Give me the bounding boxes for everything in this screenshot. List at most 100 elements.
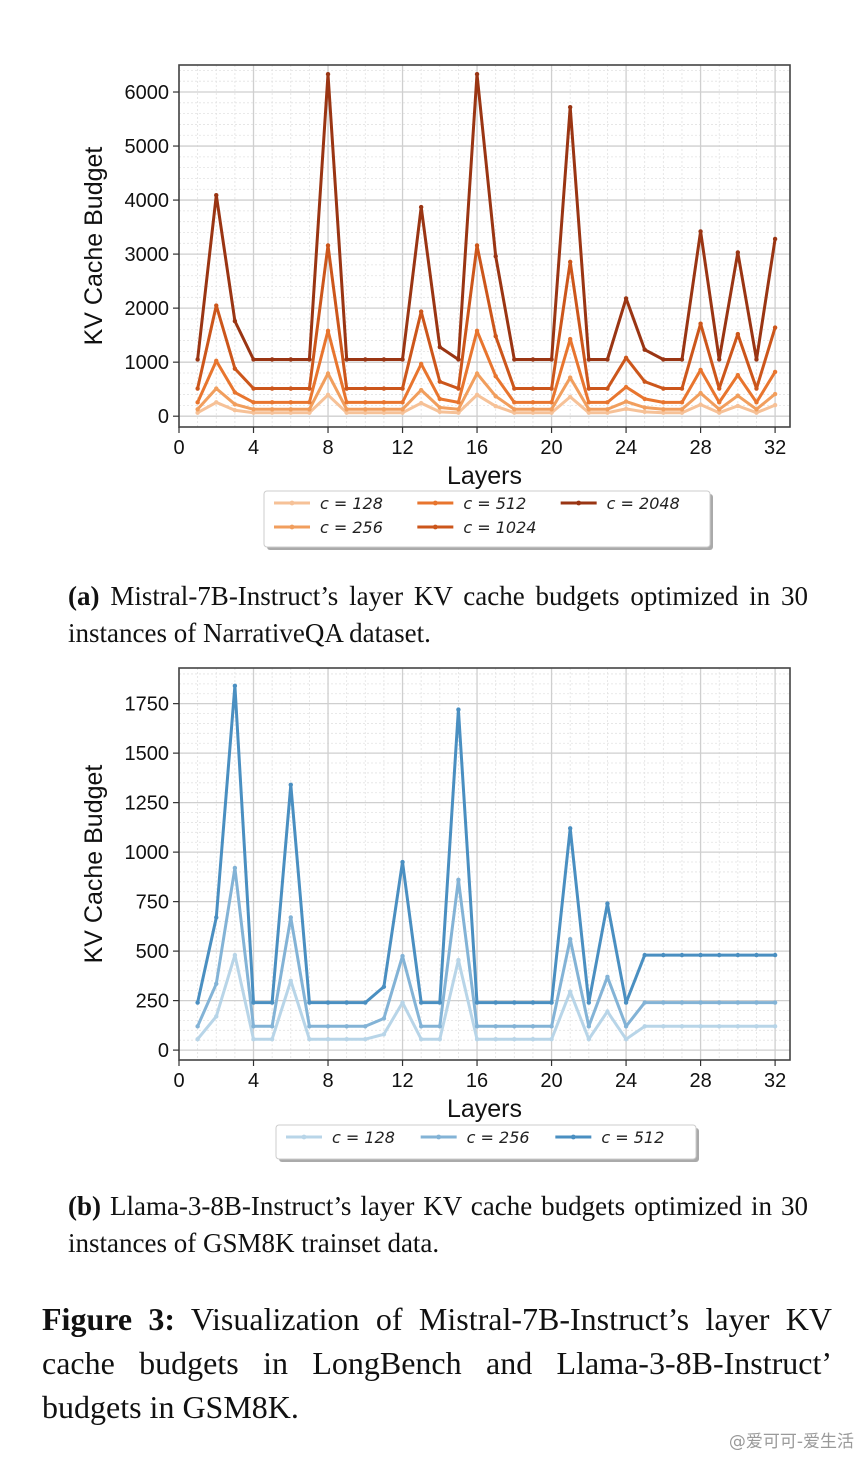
data-point — [214, 193, 219, 198]
data-point — [381, 1032, 387, 1037]
data-point — [400, 357, 405, 362]
data-point — [325, 1037, 331, 1042]
data-point — [754, 357, 759, 362]
series-3 — [195, 683, 778, 1005]
series-line — [196, 684, 776, 1005]
data-point — [642, 347, 647, 352]
data-point — [214, 358, 219, 364]
data-point — [735, 952, 741, 958]
data-point — [698, 321, 703, 326]
series-line — [196, 72, 777, 361]
data-point — [474, 71, 480, 77]
data-point — [214, 386, 219, 391]
series-4 — [195, 243, 778, 391]
data-point — [679, 357, 685, 362]
data-point — [754, 1000, 759, 1005]
y-tick-label: 6000 — [125, 82, 170, 104]
x-tick-label: 28 — [689, 1070, 711, 1092]
data-point — [418, 204, 424, 210]
data-point — [344, 1000, 349, 1005]
data-point — [586, 357, 592, 362]
data-point — [642, 405, 647, 410]
y-axis-label: KV Cache Budget — [80, 147, 108, 346]
data-point — [474, 392, 480, 398]
data-point — [363, 357, 368, 362]
data-point — [586, 386, 592, 391]
y-ticks: 0 1000 2000 3000 4000 5000 6000 — [125, 82, 179, 428]
data-point — [474, 371, 480, 376]
data-point — [307, 407, 312, 412]
data-point — [456, 357, 461, 362]
legend-box — [275, 1124, 697, 1160]
data-point — [325, 371, 331, 376]
data-point — [381, 1016, 387, 1021]
data-point — [307, 400, 312, 405]
data-point — [698, 367, 703, 373]
data-point — [512, 400, 517, 405]
data-point — [530, 386, 536, 391]
data-point — [698, 229, 703, 234]
data-point — [605, 357, 610, 362]
data-point — [400, 400, 405, 405]
plot-frame — [178, 64, 791, 428]
data-point — [381, 386, 387, 391]
data-point — [549, 357, 554, 362]
data-point — [251, 1024, 256, 1029]
data-point — [456, 400, 461, 405]
data-point — [251, 407, 256, 412]
data-point — [530, 357, 536, 362]
data-point — [735, 331, 741, 337]
data-point — [772, 1000, 778, 1005]
x-tick-label: 24 — [615, 1070, 637, 1092]
figure-caption-text: Visualization of Mistral-7B-Instruct’s l… — [42, 1301, 833, 1425]
y-tick-label: 2000 — [125, 298, 170, 320]
data-point — [493, 1000, 498, 1005]
data-point — [661, 1000, 666, 1005]
data-point — [195, 400, 200, 405]
series-line — [196, 244, 777, 390]
caption-a: (a) Mistral-7B-Instruct’s layer KV cache… — [68, 578, 808, 652]
data-point — [549, 400, 554, 405]
data-point — [698, 402, 703, 407]
data-point — [269, 1037, 275, 1042]
data-point — [214, 915, 219, 920]
data-point — [437, 344, 442, 350]
data-point — [661, 400, 666, 405]
data-point — [288, 357, 293, 362]
data-point — [735, 372, 741, 378]
legend-item: c = 256 — [420, 1128, 530, 1147]
data-point — [418, 1024, 424, 1029]
x-tick-label: 16 — [466, 1070, 488, 1092]
data-point — [549, 407, 554, 412]
data-point — [586, 1037, 592, 1042]
data-point — [586, 407, 592, 412]
x-tick-label: 20 — [540, 1070, 562, 1092]
data-point — [772, 402, 778, 408]
series-line — [196, 329, 777, 404]
legend-label: c = 128 — [320, 494, 383, 513]
data-point — [456, 386, 461, 391]
data-point — [661, 410, 666, 415]
data-point — [530, 1000, 536, 1005]
legend-item: c = 128 — [274, 494, 383, 513]
data-point — [251, 410, 256, 415]
data-point — [717, 407, 722, 412]
data-point — [754, 410, 759, 415]
data-point — [717, 400, 722, 405]
data-point — [661, 952, 666, 958]
legend-label: c = 256 — [467, 1128, 530, 1147]
data-point — [512, 407, 517, 412]
data-point — [307, 1024, 312, 1029]
caption-a-text: Mistral-7B-Instruct’s layer KV cache bud… — [68, 581, 808, 648]
data-point — [307, 1000, 312, 1005]
data-point — [456, 877, 461, 883]
data-point — [232, 366, 238, 371]
data-point — [344, 386, 349, 391]
data-point — [661, 386, 666, 391]
data-point — [269, 357, 275, 362]
x-axis-label: Layers — [447, 1095, 522, 1123]
series-5 — [195, 71, 778, 362]
data-point — [623, 384, 629, 390]
data-point — [381, 984, 387, 989]
data-point — [474, 1024, 480, 1029]
